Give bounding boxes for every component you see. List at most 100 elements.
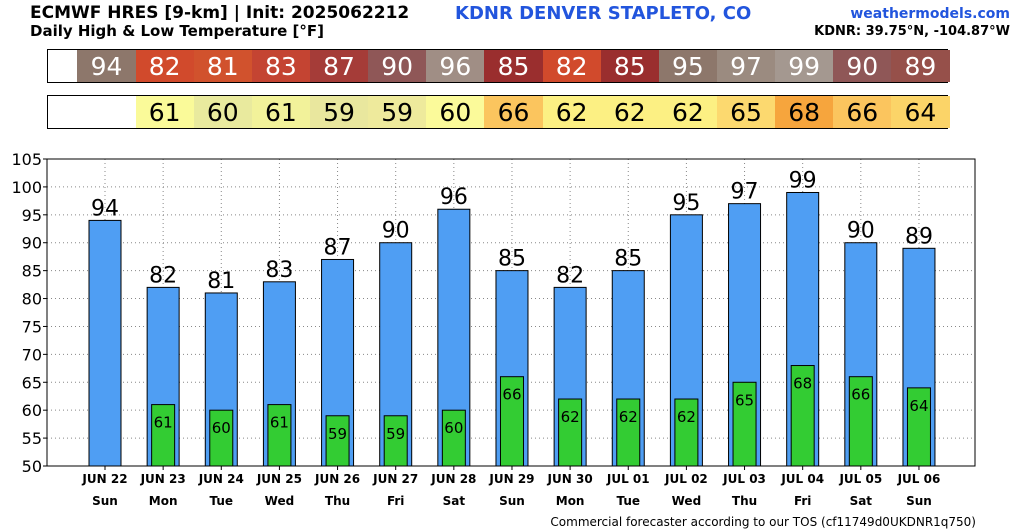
high-cell: 90 <box>368 50 427 82</box>
high-cell: 99 <box>775 50 834 82</box>
x-date-label: JUN 24 <box>198 472 244 486</box>
x-weekday-label: Sat <box>443 494 466 508</box>
low-label: 62 <box>561 408 580 426</box>
y-tick-label: 70 <box>22 345 42 364</box>
low-cell: 65 <box>716 96 776 128</box>
high-label: 96 <box>440 185 468 210</box>
high-label: 85 <box>498 247 526 272</box>
high-label: 83 <box>265 258 293 283</box>
x-date-label: JUL 03 <box>722 472 766 486</box>
y-tick-label: 65 <box>22 373 42 392</box>
high-cell: 87 <box>309 50 369 82</box>
high-cell: 96 <box>426 50 485 82</box>
y-tick-label: 85 <box>22 262 42 281</box>
low-cell: 64 <box>891 96 950 128</box>
y-tick-label: 80 <box>22 290 42 309</box>
station-coords: KDNR: 39.75°N, -104.87°W <box>814 24 1010 39</box>
high-label: 87 <box>324 235 352 260</box>
x-weekday-label: Thu <box>325 494 350 508</box>
x-weekday-label: Tue <box>616 494 640 508</box>
y-tick-label: 75 <box>22 317 42 336</box>
low-cell: 61 <box>135 96 194 128</box>
x-date-label: JUN 22 <box>81 472 127 486</box>
low-cell: 66 <box>833 96 892 128</box>
high-bar <box>88 219 122 467</box>
x-weekday-label: Sat <box>850 494 873 508</box>
high-label: 82 <box>556 263 584 288</box>
high-label: 81 <box>207 269 235 294</box>
high-label: 94 <box>91 196 119 221</box>
x-weekday-label: Sun <box>906 494 932 508</box>
x-weekday-label: Sun <box>499 494 525 508</box>
x-weekday-label: Fri <box>794 494 811 508</box>
y-tick-label: 100 <box>11 178 42 197</box>
low-label: 59 <box>386 425 405 443</box>
high-cell: 90 <box>833 50 892 82</box>
x-weekday-label: Mon <box>149 494 178 508</box>
low-cell: 66 <box>484 96 543 128</box>
x-date-label: JUN 23 <box>140 472 186 486</box>
x-date-label: JUN 27 <box>372 472 418 486</box>
high-cell: 81 <box>193 50 252 82</box>
low-cell: 60 <box>426 96 485 128</box>
x-date-label: JUN 30 <box>547 472 593 486</box>
site-link[interactable]: weathermodels.com <box>850 6 1010 22</box>
low-label: 65 <box>735 391 754 409</box>
low-cell: 62 <box>542 96 601 128</box>
x-date-label: JUL 01 <box>606 472 650 486</box>
high-label: 97 <box>731 180 759 205</box>
x-weekday-label: Wed <box>672 494 702 508</box>
y-tick-label: 105 <box>11 150 42 169</box>
high-label: 85 <box>614 247 642 272</box>
chart-subtitle: Daily High & Low Temperature [°F] <box>30 22 325 40</box>
x-date-label: JUN 28 <box>430 472 476 486</box>
high-label: 99 <box>789 168 817 193</box>
x-weekday-label: Thu <box>732 494 757 508</box>
x-weekday-label: Fri <box>387 494 404 508</box>
high-cell: 94 <box>77 50 136 82</box>
y-tick-label: 55 <box>22 429 42 448</box>
high-label: 89 <box>905 224 933 249</box>
high-temp-strip: 94 82 81 83 87 90 96 85 82 85 95 97 99 90 89 <box>47 49 950 83</box>
x-weekday-label: Tue <box>209 494 233 508</box>
low-cell: 59 <box>368 96 427 128</box>
high-cell: 82 <box>542 50 601 82</box>
chart-title: ECMWF HRES [9-km] | Init: 2025062212 <box>30 3 410 23</box>
high-label: 90 <box>847 219 875 244</box>
low-label: 61 <box>270 414 289 432</box>
y-tick-label: 60 <box>22 401 42 420</box>
x-date-label: JUL 06 <box>897 472 941 486</box>
x-weekday-label: Wed <box>265 494 295 508</box>
low-label: 66 <box>851 386 870 404</box>
high-label: 82 <box>149 263 177 288</box>
high-label: 95 <box>672 191 700 216</box>
x-date-label: JUN 25 <box>256 472 302 486</box>
low-label: 68 <box>793 375 812 393</box>
y-tick-label: 90 <box>22 234 42 253</box>
x-date-label: JUL 02 <box>664 472 708 486</box>
low-cell: 62 <box>600 96 659 128</box>
low-label: 61 <box>154 414 173 432</box>
low-label: 66 <box>502 386 521 404</box>
x-date-label: JUN 26 <box>314 472 360 486</box>
low-label: 62 <box>619 408 638 426</box>
low-cell: 61 <box>251 96 310 128</box>
low-cell: 59 <box>309 96 369 128</box>
low-label: 60 <box>444 419 463 437</box>
low-cell: 68 <box>775 96 834 128</box>
low-cell: 62 <box>658 96 717 128</box>
x-date-label: JUL 05 <box>838 472 882 486</box>
high-cell: 95 <box>658 50 717 82</box>
x-date-label: JUL 04 <box>780 472 824 486</box>
high-cell: 82 <box>135 50 194 82</box>
high-cell: 85 <box>484 50 543 82</box>
plot-frame <box>46 158 976 467</box>
high-label: 90 <box>382 219 410 244</box>
station-name: KDNR DENVER STAPLETO, CO <box>455 3 752 24</box>
low-label: 60 <box>212 419 231 437</box>
low-label: 59 <box>328 425 347 443</box>
y-tick-label: 95 <box>22 206 42 225</box>
low-cell: 60 <box>193 96 252 128</box>
high-cell: 89 <box>891 50 950 82</box>
